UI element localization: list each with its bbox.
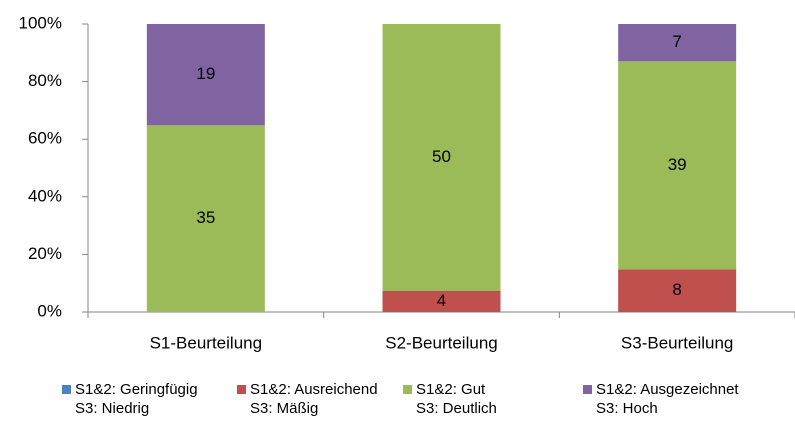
plot: 0% 20% 40% 60% 80% 100% S1-Beurteilung 35 19 S2-B…: [19, 13, 795, 352]
bar-segment: [382, 290, 501, 312]
y-tick-label: 40%: [28, 186, 62, 205]
bar-segment: [618, 61, 737, 270]
legend-label: S1&2: Ausreichend S3: Mäßig: [250, 381, 378, 417]
legend-swatch: [403, 385, 412, 394]
legend-label: S1&2: Ausgezeichnet S3: Hoch: [596, 381, 739, 417]
data-label: 7: [672, 32, 681, 51]
legend-item: S1&2: Geringfügig S3: Niedrig: [62, 380, 237, 418]
y-tick-label: 0%: [37, 301, 62, 320]
legend-item: S1&2: Ausgezeichnet S3: Hoch: [583, 380, 783, 418]
y-tick-label: 100%: [19, 13, 62, 32]
y-tick-label: 20%: [28, 244, 62, 263]
x-tick-label: S3-Beurteilung: [621, 333, 733, 352]
legend-swatch: [237, 385, 246, 394]
data-label: 35: [196, 208, 215, 227]
bar-segment: [618, 269, 737, 312]
bar-segment: [146, 24, 265, 126]
data-label: 19: [196, 64, 215, 83]
data-label: 39: [668, 155, 687, 174]
y-tick-label: 80%: [28, 71, 62, 90]
legend-swatch: [583, 385, 592, 394]
legend: S1&2: Geringfügig S3: Niedrig S1&2: Ausre…: [62, 380, 783, 418]
data-label: 8: [672, 280, 681, 299]
legend-label: S1&2: Gut S3: Deutlich: [416, 381, 497, 417]
legend-item: S1&2: Gut S3: Deutlich: [403, 380, 583, 418]
bar-segment: [618, 24, 737, 62]
y-tick-label: 60%: [28, 129, 62, 148]
data-label: 50: [432, 147, 451, 166]
legend-label: S1&2: Geringfügig S3: Niedrig: [75, 381, 198, 417]
legend-item: S1&2: Ausreichend S3: Mäßig: [237, 380, 403, 418]
legend-swatch: [62, 385, 71, 394]
x-tick-label: S1-Beurteilung: [150, 333, 262, 352]
x-tick-label: S2-Beurteilung: [385, 333, 497, 352]
data-label: 4: [437, 291, 446, 310]
bar-segment: [382, 24, 501, 291]
bar-segment: [146, 125, 265, 312]
